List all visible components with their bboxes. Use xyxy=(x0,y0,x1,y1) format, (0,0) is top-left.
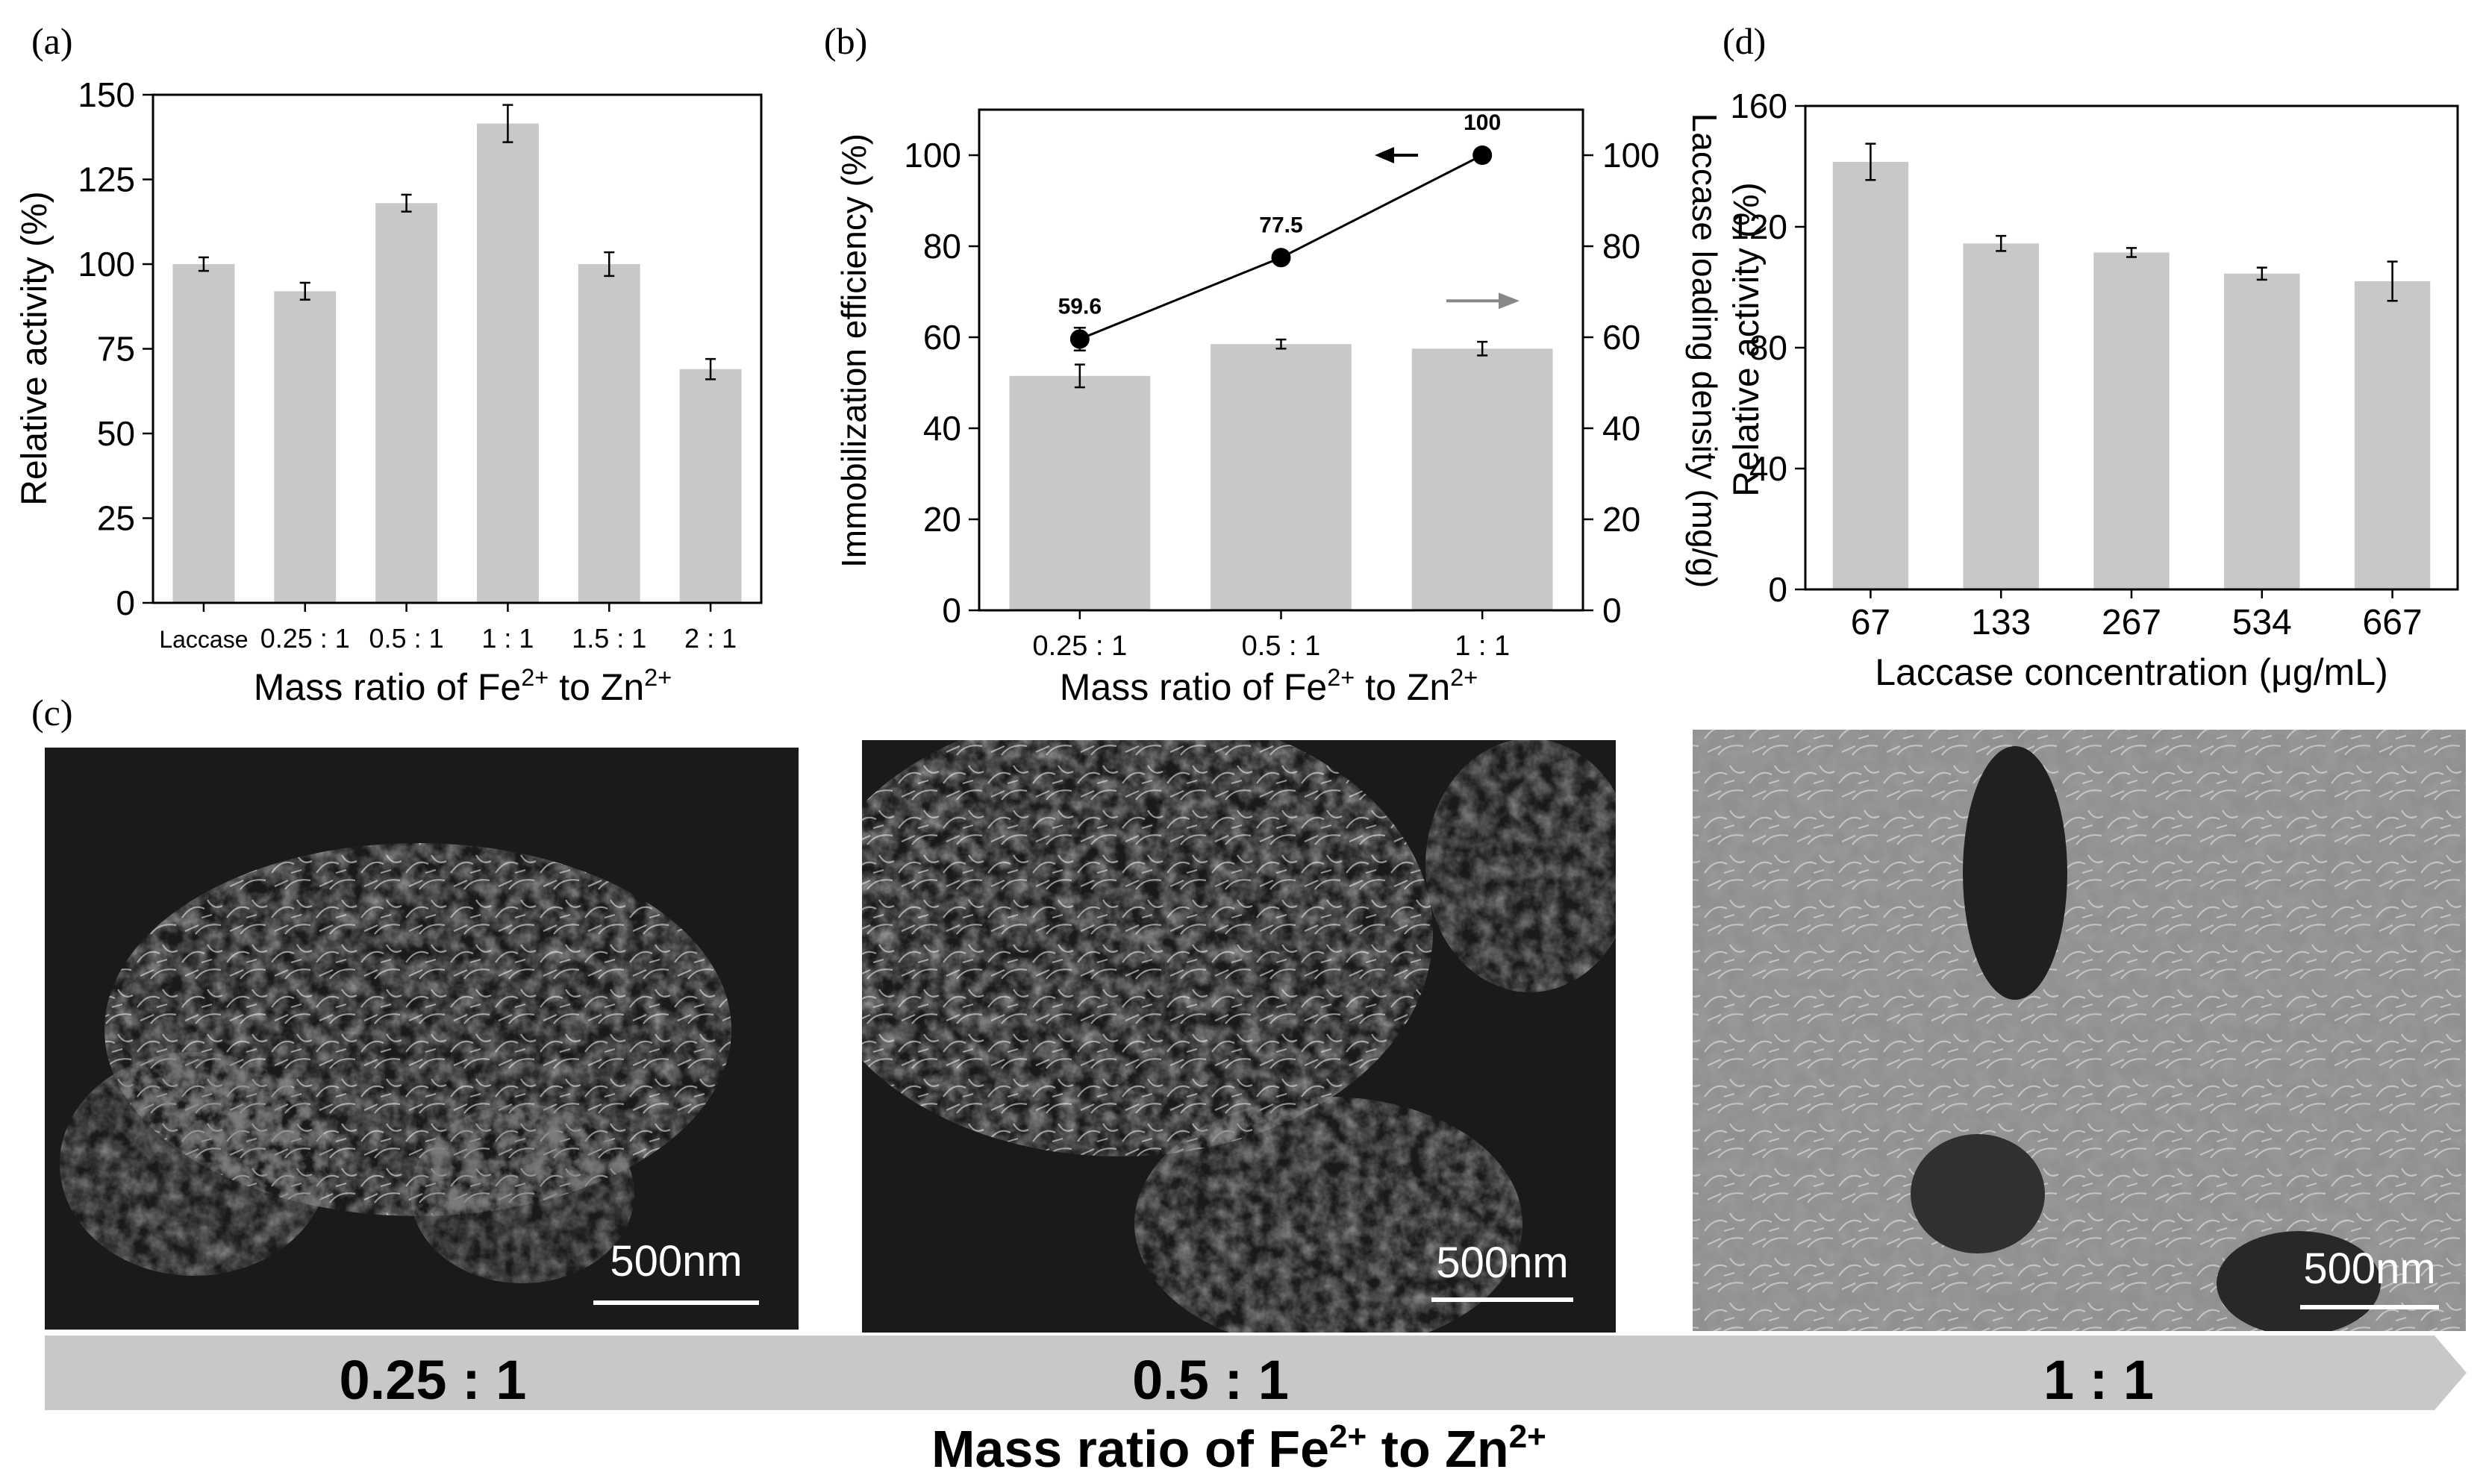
bar xyxy=(1411,348,1553,610)
x-tick-label: 1 : 1 xyxy=(481,623,534,654)
left-axis-arrow-head xyxy=(1375,147,1394,163)
panel-label-a: (a) xyxy=(31,20,73,62)
bottom-caption: Mass ratio of Fe2+ to Zn2+ xyxy=(931,1418,1546,1478)
x-tick-label: 534 xyxy=(2232,603,2292,642)
scale-bar-3 xyxy=(2300,1305,2439,1309)
y-tick-label: 0 xyxy=(942,591,961,630)
x-tick-label: 0.25 : 1 xyxy=(1032,630,1127,662)
bar xyxy=(679,369,742,603)
y2-tick-label: 100 xyxy=(1602,136,1660,175)
right-axis-arrow-head xyxy=(1499,292,1520,310)
y-axis-label-right: Laccase loading density (mg/g) xyxy=(1685,113,1724,589)
scale-label-2: 500nm xyxy=(1436,1239,1568,1287)
line-point xyxy=(1069,329,1090,349)
y-tick-label: 40 xyxy=(923,409,961,448)
bar xyxy=(274,291,337,603)
x-tick-label: 1.5 : 1 xyxy=(572,623,646,654)
x-axis-label: Mass ratio of Fe2+ to Zn2+ xyxy=(1060,664,1478,708)
bar xyxy=(578,264,640,603)
y-tick-label: 100 xyxy=(78,245,135,284)
x-tick-label: 1 : 1 xyxy=(1455,630,1510,662)
y-axis-label-left: Immobilization efficiency (%) xyxy=(834,134,873,568)
x-tick-label: 0.5 : 1 xyxy=(1242,630,1321,662)
point-label: 77.5 xyxy=(1259,213,1302,237)
x-tick-label: 0.5 : 1 xyxy=(369,623,444,654)
x-tick-label: 267 xyxy=(2102,603,2161,642)
plot-frame xyxy=(1804,104,2459,591)
point-label: 59.6 xyxy=(1058,294,1102,319)
ratio-arrow xyxy=(45,1336,2467,1410)
bar xyxy=(1832,161,1909,590)
bar xyxy=(375,203,438,603)
chart-d: 67 133 267 534 667 0 40 80 120 160 Relative activi… xyxy=(1727,87,2459,693)
y-axis-label: Relative activity (%) xyxy=(15,191,54,505)
y-tick-label: 150 xyxy=(78,75,135,114)
x-tick-label: 667 xyxy=(2363,603,2423,642)
y-tick-label: 75 xyxy=(97,330,135,369)
chart-b: 0.25 : 1 0.5 : 1 1 : 1 0 20 40 60 80 100 0 20 40 60 8… xyxy=(834,108,1724,708)
line-point xyxy=(1271,248,1291,268)
line-point xyxy=(1472,145,1493,165)
y-tick-label: 80 xyxy=(1749,328,1787,367)
bar xyxy=(2093,252,2170,589)
scale-bar-1 xyxy=(593,1300,759,1305)
ratio-label-3: 1 : 1 xyxy=(2043,1349,2154,1411)
bar xyxy=(2224,273,2300,589)
y-tick-label: 125 xyxy=(78,160,135,199)
y-tick-label: 100 xyxy=(904,136,961,175)
bar xyxy=(2354,281,2431,589)
plot-frame xyxy=(978,108,1584,612)
y2-tick-label: 60 xyxy=(1602,318,1640,357)
x-tick-label: 133 xyxy=(1971,603,2031,642)
ratio-label-2: 0.5 : 1 xyxy=(1132,1349,1289,1411)
plot-frame xyxy=(152,93,763,604)
y-tick-label: 50 xyxy=(97,414,135,453)
bar xyxy=(1963,243,2039,589)
bar xyxy=(1009,375,1151,610)
y2-tick-label: 80 xyxy=(1602,227,1640,266)
y-axis-label: Relative activity (%) xyxy=(1727,182,1767,496)
x-axis-label: Laccase concentration (μg/mL) xyxy=(1875,651,2387,693)
ratio-label-1: 0.25 : 1 xyxy=(340,1349,527,1411)
series-line xyxy=(1079,154,1483,340)
bar xyxy=(172,264,235,603)
x-tick-label: 67 xyxy=(1851,603,1890,642)
panel-label-c: (c) xyxy=(31,692,73,733)
point-label: 100 xyxy=(1464,110,1501,135)
scale-label-1: 500nm xyxy=(610,1237,742,1286)
x-axis-label: Mass ratio of Fe2+ to Zn2+ xyxy=(254,664,672,708)
y-tick-label: 80 xyxy=(923,227,961,266)
panel-label-d: (d) xyxy=(1723,20,1766,62)
y-tick-label: 25 xyxy=(97,499,135,538)
x-tick-label: 0.25 : 1 xyxy=(260,623,350,654)
y-tick-label: 20 xyxy=(923,500,961,539)
scale-bar-2 xyxy=(1431,1297,1573,1302)
panel-label-b: (b) xyxy=(824,20,867,62)
scale-label-3: 500nm xyxy=(2303,1245,2435,1293)
y-tick-label: 120 xyxy=(1730,207,1787,246)
y-tick-label: 160 xyxy=(1730,87,1787,125)
sem-image-3: 500nm xyxy=(1693,730,2466,1331)
y2-tick-label: 0 xyxy=(1602,591,1622,630)
chart-a: Laccase 0.25 : 1 0.5 : 1 1 : 1 1.5 : 1 2 : 1 0… xyxy=(15,75,763,708)
y-tick-label: 0 xyxy=(1768,570,1787,609)
bar xyxy=(476,123,539,604)
sem-image-2: 500nm xyxy=(862,740,1616,1333)
y-tick-label: 60 xyxy=(923,318,961,357)
bar xyxy=(1211,344,1352,610)
y2-tick-label: 20 xyxy=(1602,500,1640,539)
x-tick-label: 2 : 1 xyxy=(684,623,737,654)
x-tick-label: Laccase xyxy=(159,626,248,653)
y2-tick-label: 40 xyxy=(1602,409,1640,448)
y-tick-label: 40 xyxy=(1749,449,1787,488)
y-tick-label: 0 xyxy=(116,583,135,622)
sem-image-1: 500nm xyxy=(45,748,799,1330)
